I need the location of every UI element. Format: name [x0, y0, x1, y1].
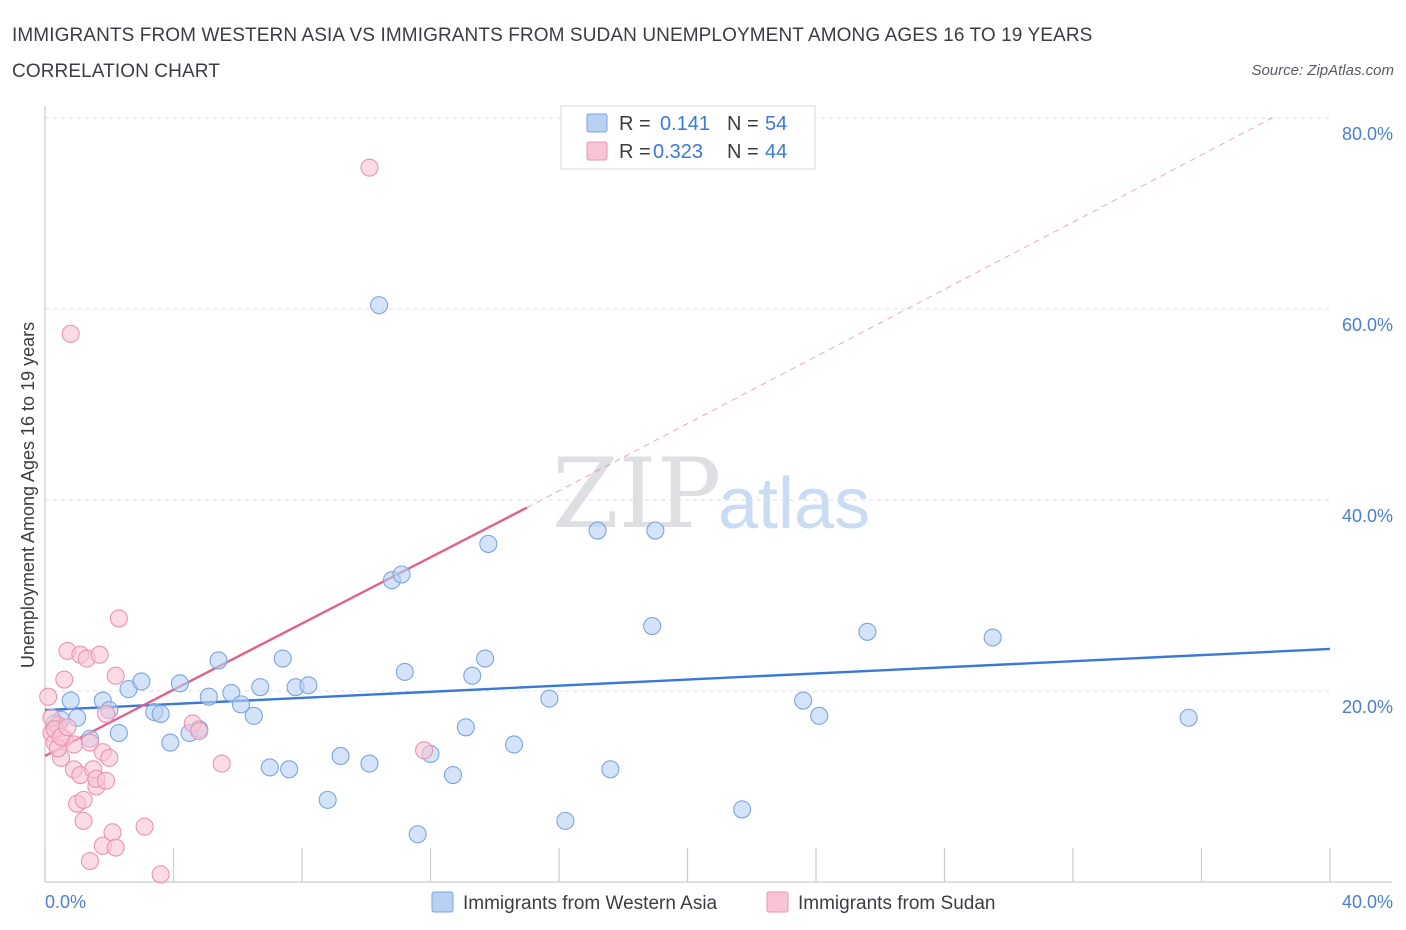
bottom-legend-label-western-asia: Immigrants from Western Asia [463, 893, 718, 914]
western-asia-point-31 [392, 565, 411, 584]
sudan-point-25 [96, 704, 116, 723]
trend-line-1 [44, 506, 528, 758]
legend-n-value-1: 54 [765, 113, 787, 135]
y-tick-label-3: 80.0% [1342, 124, 1393, 144]
western-asia-point-21 [260, 758, 279, 777]
western-asia-point-43 [588, 521, 607, 540]
trend-lines [44, 117, 1331, 758]
sudan-point-0 [39, 687, 58, 706]
trend-line-0 [44, 647, 1331, 712]
western-asia-point-16 [209, 651, 228, 670]
western-asia-point-52 [1179, 708, 1198, 727]
legend-r-label-2: R = [619, 141, 651, 163]
sudan-point-29 [106, 666, 125, 685]
sudan-point-43 [58, 718, 77, 737]
legend-n-value-2: 44 [765, 141, 787, 163]
sudan-point-32 [135, 817, 154, 836]
sudan-point-26 [96, 771, 116, 790]
axes [44, 106, 1392, 883]
western-asia-point-44 [601, 760, 620, 779]
legend-swatch-pink [586, 141, 608, 161]
western-asia-point-32 [395, 662, 414, 681]
western-asia-point-19 [244, 706, 263, 725]
legend-r-label-1: R = [619, 113, 651, 135]
chart-title: IMMIGRANTS FROM WESTERN ASIA VS IMMIGRAN… [12, 25, 1093, 82]
y-axis-label: Unemployment Among Ages 16 to 19 years [18, 322, 38, 668]
data-points [39, 158, 1198, 884]
sudan-point-30 [106, 838, 125, 857]
western-asia-point-41 [540, 689, 559, 708]
x-tick-labels: 0.0% 40.0% [45, 892, 1393, 912]
sudan-point-37 [360, 158, 379, 177]
western-asia-point-18 [231, 695, 251, 714]
sudan-point-14 [74, 790, 93, 809]
western-asia-point-45 [643, 617, 662, 636]
western-asia-point-33 [408, 825, 427, 844]
source-label: Source: ZipAtlas.com [1251, 62, 1394, 79]
western-asia-point-46 [646, 521, 665, 540]
sudan-point-33 [151, 865, 170, 884]
western-asia-point-35 [443, 765, 463, 785]
western-asia-point-25 [299, 676, 318, 695]
sudan-point-17 [80, 851, 100, 871]
trend-extension-1 [526, 117, 1273, 509]
western-asia-point-23 [280, 760, 299, 779]
legend-r-value-2: 0.323 [653, 141, 703, 163]
bottom-legend-swatch-blue [431, 891, 454, 913]
western-asia-point-26 [318, 790, 337, 809]
western-asia-point-47 [733, 800, 752, 819]
x-tick-label-0: 0.0% [45, 892, 86, 912]
sudan-point-15 [74, 811, 93, 830]
western-asia-point-39 [479, 534, 498, 553]
western-asia-point-8 [132, 672, 151, 691]
sudan-point-22 [90, 645, 109, 664]
legend: R = 0.141 N = 54 R = 0.323 N = 44 [560, 105, 816, 170]
x-tick-label-1: 40.0% [1342, 892, 1393, 912]
western-asia-point-40 [504, 735, 524, 754]
western-asia-point-22 [273, 649, 292, 668]
western-asia-point-36 [456, 718, 475, 737]
y-tick-labels: 20.0% 40.0% 60.0% 80.0% [1342, 124, 1393, 717]
legend-r-value-1: 0.141 [660, 113, 710, 135]
bottom-legend-swatch-pink [766, 891, 789, 913]
western-asia-point-27 [331, 746, 350, 765]
western-asia-point-38 [476, 649, 495, 668]
western-asia-point-10 [151, 704, 170, 723]
y-tick-label-1: 40.0% [1342, 506, 1393, 526]
sudan-point-28 [103, 823, 122, 842]
sudan-point-31 [109, 609, 128, 628]
y-tick-label-0: 20.0% [1342, 697, 1393, 717]
legend-swatch-blue [586, 113, 608, 133]
watermark-atlas: atlas [718, 464, 870, 544]
bottom-legend-label-sudan: Immigrants from Sudan [798, 893, 995, 914]
western-asia-point-29 [370, 296, 389, 315]
western-asia-point-48 [794, 691, 813, 710]
gridlines [45, 117, 1330, 692]
y-tick-label-2: 60.0% [1342, 315, 1393, 335]
western-asia-point-1 [61, 691, 80, 710]
western-asia-point-12 [170, 674, 189, 693]
sudan-point-36 [212, 754, 231, 773]
legend-n-label-1: N = [727, 113, 759, 135]
sudan-point-8 [61, 324, 80, 343]
western-asia-point-28 [360, 754, 379, 773]
sudan-point-18 [80, 733, 100, 752]
watermark-zip: ZIP [552, 438, 721, 550]
western-asia-point-37 [463, 666, 482, 685]
legend-n-label-2: N = [727, 141, 759, 163]
western-asia-point-42 [556, 811, 575, 830]
western-asia-point-49 [810, 706, 829, 725]
western-asia-point-11 [161, 733, 180, 752]
western-asia-point-20 [251, 678, 270, 697]
sudan-point-5 [55, 670, 74, 689]
western-asia-point-15 [199, 687, 218, 706]
sudan-point-27 [100, 748, 119, 767]
western-asia-point-51 [983, 628, 1002, 647]
sudan-point-38 [415, 741, 434, 760]
western-asia-point-50 [858, 622, 877, 641]
western-asia-point-6 [109, 723, 128, 743]
sudan-point-35 [190, 722, 209, 741]
bottom-legend: Immigrants from Western Asia Immigrants … [431, 891, 995, 914]
